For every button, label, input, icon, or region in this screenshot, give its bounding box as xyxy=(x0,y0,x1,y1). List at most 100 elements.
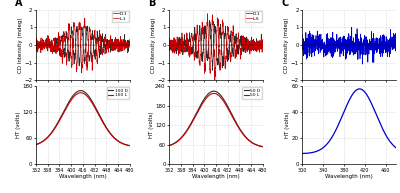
D-1 xyxy=(50,42,55,45)
X-axis label: Wavelength (nm): Wavelength (nm) xyxy=(325,174,373,179)
50 D xyxy=(230,113,234,116)
D-1 xyxy=(222,32,227,35)
D-1 xyxy=(207,19,212,22)
50 D xyxy=(183,131,188,133)
L-1 xyxy=(104,48,109,50)
100 L xyxy=(58,118,62,121)
50 L xyxy=(260,146,265,148)
L-1 xyxy=(127,38,132,41)
D-1 xyxy=(183,46,188,48)
D-1 xyxy=(167,38,172,40)
50 D xyxy=(191,118,196,120)
Legend: D-1, L-S: D-1, L-S xyxy=(245,11,262,22)
100 D xyxy=(96,113,101,115)
Line: D-1: D-1 xyxy=(169,20,263,70)
L-S xyxy=(222,57,227,59)
50 L xyxy=(191,119,196,122)
L-S xyxy=(191,48,196,51)
L-1 xyxy=(96,41,101,43)
100 L xyxy=(78,92,83,94)
50 D xyxy=(167,144,172,147)
100 L xyxy=(76,92,81,94)
L-S xyxy=(212,79,217,81)
L-1 xyxy=(50,49,55,52)
100 D xyxy=(104,127,109,129)
Y-axis label: HT (volts): HT (volts) xyxy=(16,112,21,138)
100 D xyxy=(50,130,55,132)
Line: L-S: L-S xyxy=(169,14,263,80)
Line: 50 L: 50 L xyxy=(169,93,263,147)
100 L xyxy=(89,101,94,103)
D-1 xyxy=(260,47,265,49)
D-1 xyxy=(89,36,94,38)
50 D xyxy=(238,128,242,130)
100 D xyxy=(76,90,81,92)
D-1 xyxy=(58,43,62,46)
L-1 xyxy=(58,45,62,47)
D-1 xyxy=(34,39,38,42)
100 D xyxy=(58,117,62,120)
Line: 100 L: 100 L xyxy=(36,93,130,146)
50 L xyxy=(167,145,172,147)
100 L xyxy=(104,128,109,130)
D-1 xyxy=(191,45,196,47)
100 D xyxy=(89,99,94,101)
100 L xyxy=(50,130,55,133)
Line: 100 D: 100 D xyxy=(36,91,130,146)
L-S xyxy=(183,43,188,46)
Y-axis label: CD Intensity (mdeg): CD Intensity (mdeg) xyxy=(151,17,156,73)
D-1 xyxy=(76,46,81,48)
D-1 xyxy=(209,49,214,51)
50 L xyxy=(238,129,242,131)
Y-axis label: CD Intensity (mdeg): CD Intensity (mdeg) xyxy=(284,17,289,73)
L-S xyxy=(209,29,214,31)
Y-axis label: HT (volts): HT (volts) xyxy=(285,112,290,138)
50 L xyxy=(209,93,214,95)
Line: L-1: L-1 xyxy=(36,18,130,73)
Y-axis label: CD Intensity (mdeg): CD Intensity (mdeg) xyxy=(18,17,23,73)
50 L xyxy=(183,131,188,134)
D-1 xyxy=(77,65,82,67)
L-1 xyxy=(89,53,94,55)
L-1 xyxy=(79,72,84,74)
50 D xyxy=(209,91,214,93)
50 L xyxy=(211,92,216,95)
L-S xyxy=(205,13,210,15)
50 L xyxy=(222,102,227,104)
50 D xyxy=(222,100,227,102)
Legend: D-1, L-1: D-1, L-1 xyxy=(112,11,129,22)
L-S xyxy=(238,47,242,50)
Legend: 50 D, 50 L: 50 D, 50 L xyxy=(242,87,262,98)
100 D xyxy=(127,145,132,147)
50 D xyxy=(260,146,265,148)
50 D xyxy=(211,90,216,92)
D-1 xyxy=(104,43,109,46)
100 L xyxy=(96,114,101,116)
100 L xyxy=(127,145,132,147)
D-1 xyxy=(96,46,101,48)
L-S xyxy=(260,43,265,45)
D-1 xyxy=(230,43,234,46)
Line: D-1: D-1 xyxy=(36,26,130,66)
50 L xyxy=(230,115,234,117)
D-1 xyxy=(210,69,215,71)
L-1 xyxy=(34,43,38,45)
L-S xyxy=(230,43,234,46)
X-axis label: Wavelength (nm): Wavelength (nm) xyxy=(192,174,240,179)
Y-axis label: HT (volts): HT (volts) xyxy=(149,112,154,138)
Legend: 100 D, 100 L: 100 D, 100 L xyxy=(107,87,129,98)
D-1 xyxy=(238,40,242,42)
D-1 xyxy=(85,25,90,27)
L-S xyxy=(167,45,172,47)
Text: B: B xyxy=(148,0,156,8)
L-1 xyxy=(82,17,87,19)
D-1 xyxy=(127,40,132,42)
Line: 50 D: 50 D xyxy=(169,91,263,147)
100 D xyxy=(78,89,83,92)
Text: A: A xyxy=(15,0,23,8)
X-axis label: Wavelength (nm): Wavelength (nm) xyxy=(59,174,107,179)
100 D xyxy=(34,143,38,146)
L-1 xyxy=(76,34,81,36)
Text: C: C xyxy=(282,0,289,8)
100 L xyxy=(34,143,38,146)
